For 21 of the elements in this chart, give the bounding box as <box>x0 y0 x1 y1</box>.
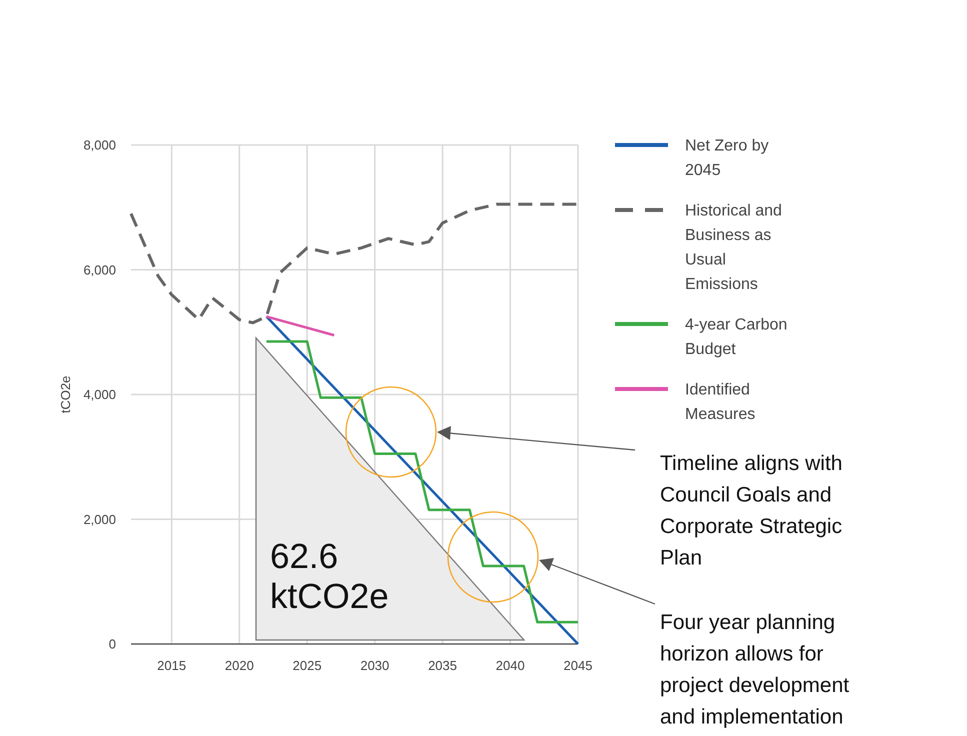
x-tick-label: 2045 <box>564 658 592 673</box>
y-tick-label: 8,000 <box>83 138 116 153</box>
x-tick-label: 2025 <box>292 658 322 673</box>
text: Timeline aligns with Council Goals and Corporate Strategic Plan <box>660 452 842 570</box>
x-tick-label: 2030 <box>360 658 390 673</box>
x-tick-label: 2015 <box>157 658 186 673</box>
annotation: 62.6 ktCO2e <box>270 537 389 616</box>
legend-label: Identified Measures <box>685 382 756 424</box>
y-tick-label: 0 <box>108 636 116 652</box>
x-tick-label: 2020 <box>224 658 254 673</box>
y-axis-title: tCO2e <box>58 376 73 414</box>
y-tick-label: 2,000 <box>83 512 116 527</box>
legend-label: Net Zero by 2045 <box>685 138 769 180</box>
line-series <box>130 202 580 324</box>
legend-label: Historical and Business as Usual Emissions <box>685 202 782 294</box>
text: Four year planning horizon allows for project development and implementation <box>660 611 850 728</box>
y-tick-label: 6,000 <box>83 262 116 278</box>
legend-label: 4-year Carbon Budget <box>685 316 788 358</box>
x-tick-label: 2040 <box>496 658 525 673</box>
y-tick-label: 4,000 <box>83 387 116 402</box>
x-tick-label: 2035 <box>428 658 458 673</box>
